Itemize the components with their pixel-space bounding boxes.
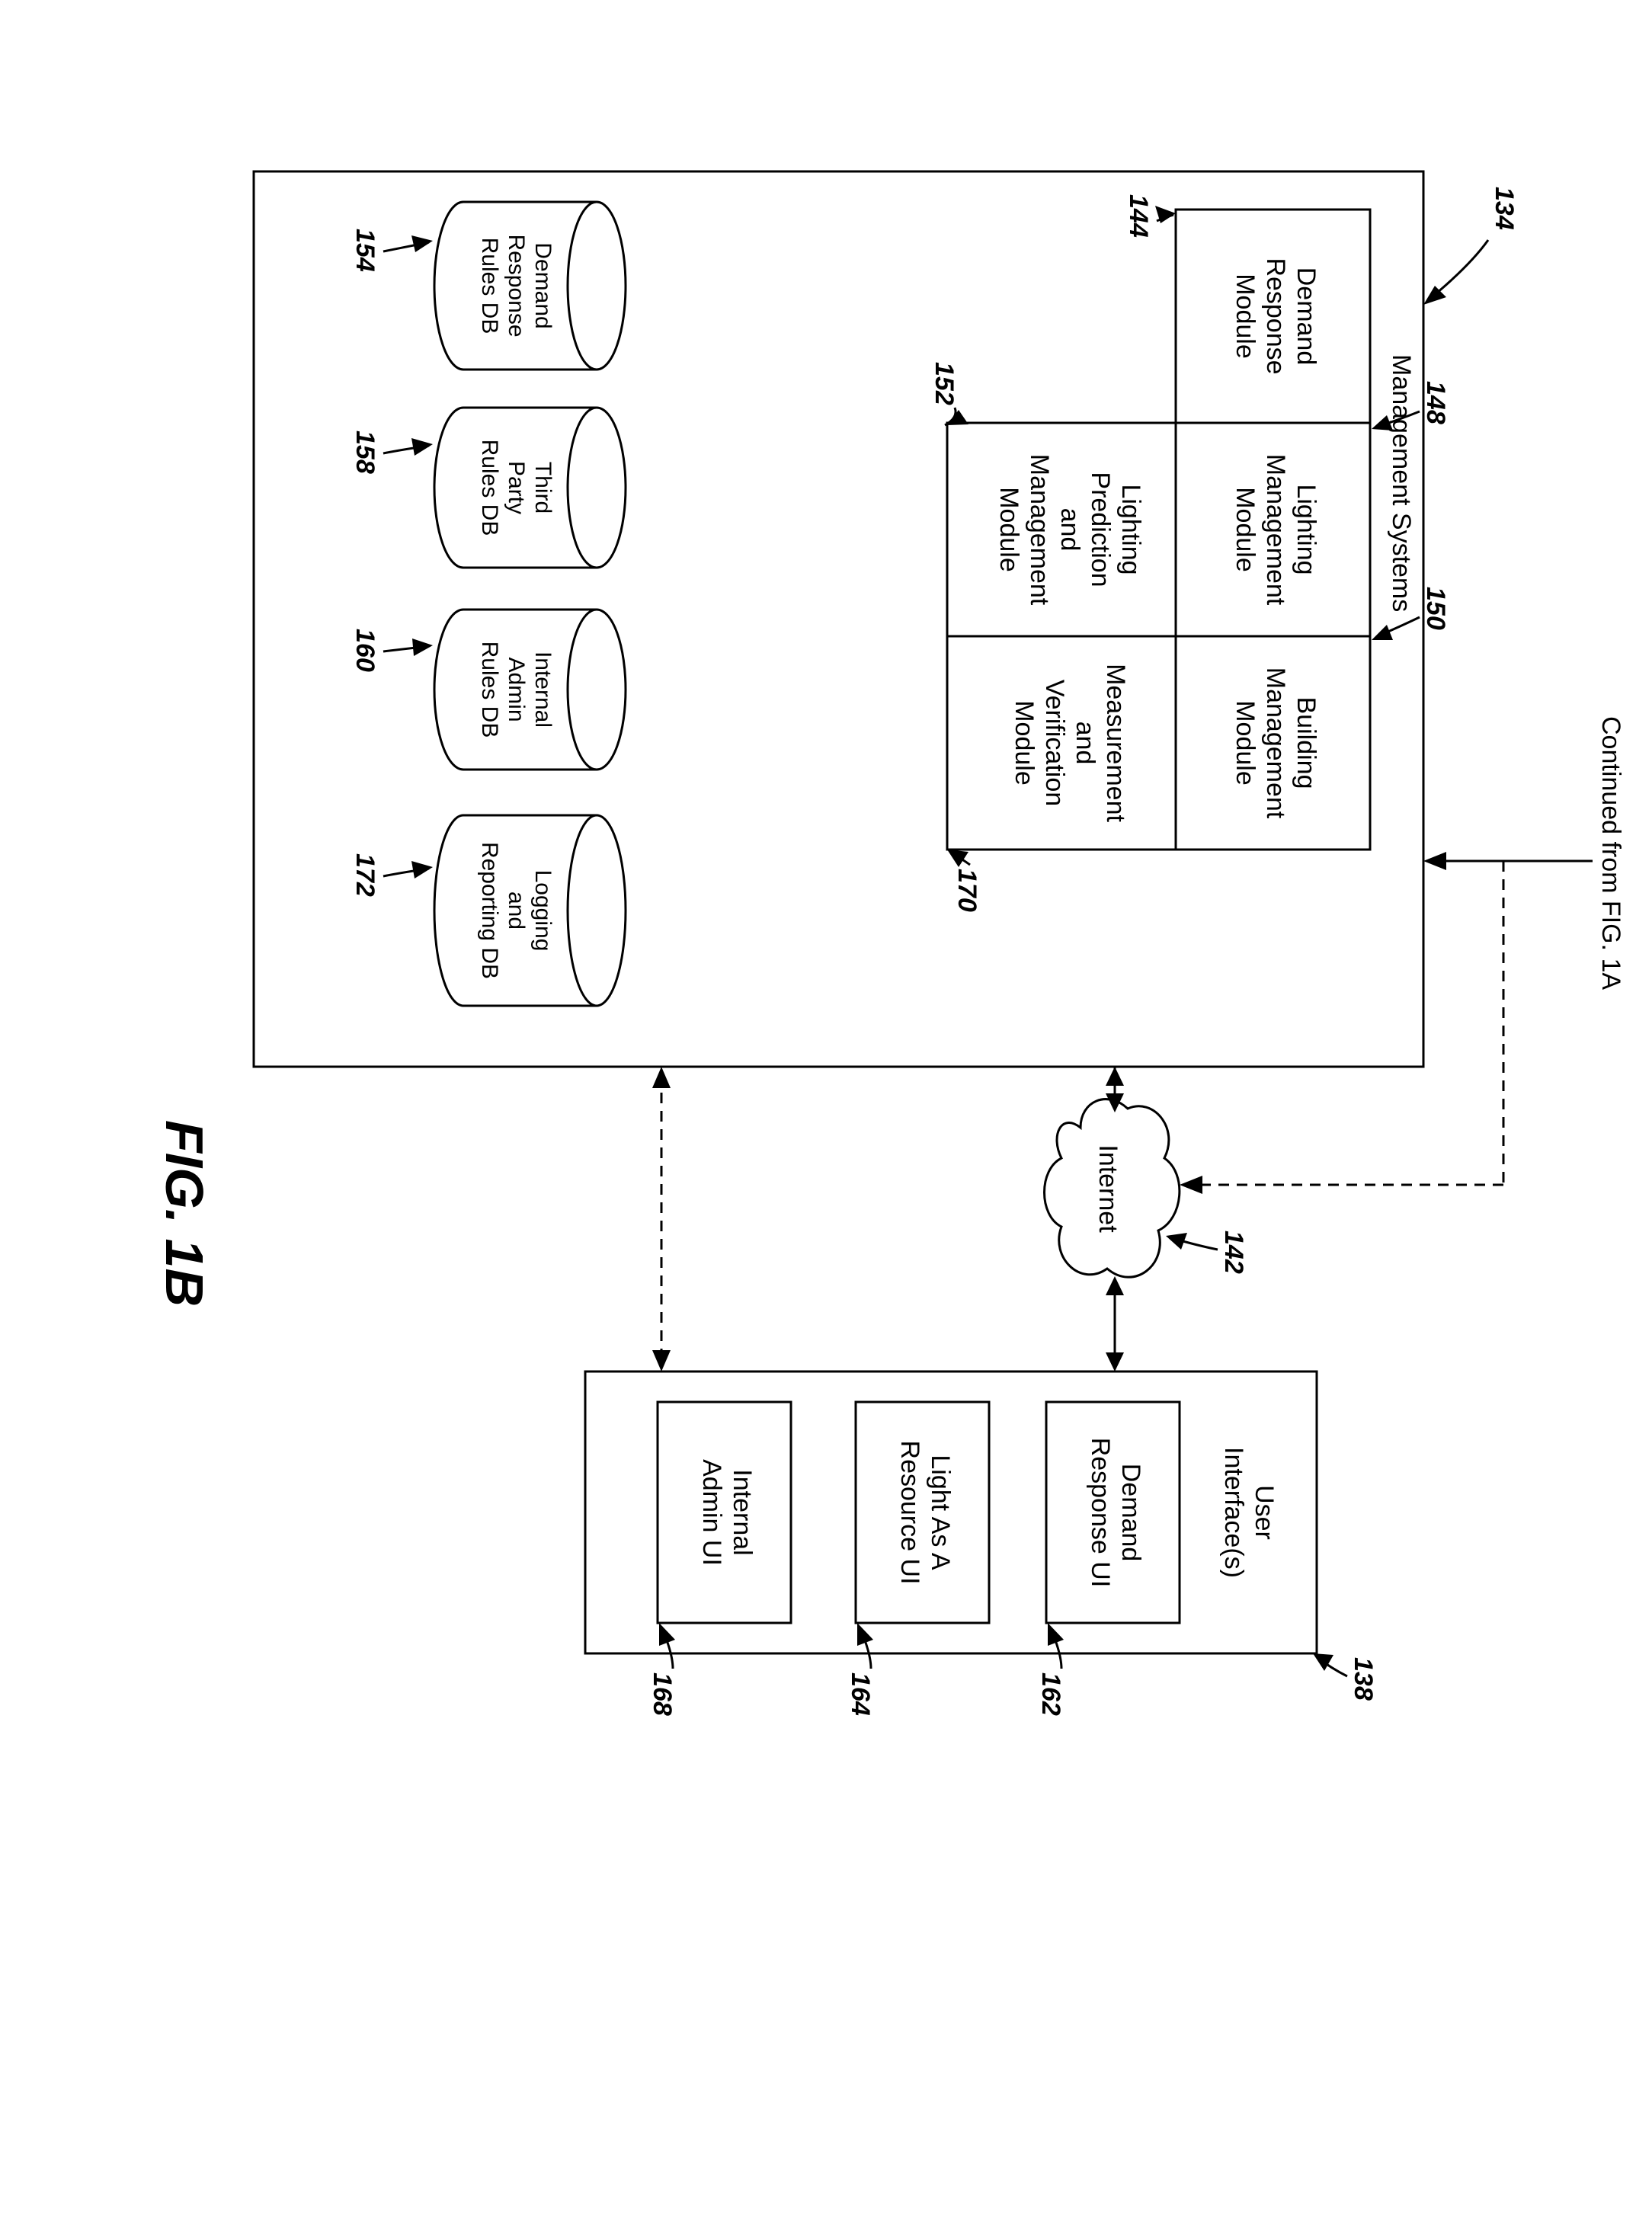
arrow-into-mgmt-head <box>1423 852 1446 870</box>
ref-170-arrow <box>947 850 968 867</box>
dr-ui-l1: Demand <box>1116 1464 1145 1562</box>
ref-172: 172 <box>351 853 379 897</box>
ref-160-arrow <box>412 639 433 656</box>
mgmt-ui-dash-arrow-l <box>652 1067 671 1088</box>
ref-142: 142 <box>1219 1231 1248 1274</box>
svg-text:Rules DB: Rules DB <box>477 238 502 334</box>
ref-138-arrow <box>1313 1653 1333 1671</box>
figure-title: FIG. 1B <box>155 1120 214 1307</box>
ref-142-arrow <box>1166 1233 1187 1250</box>
mgmt-ui-dash-arrow-r <box>652 1350 671 1371</box>
lighting-pred-l4: Management <box>1025 454 1054 606</box>
measurement-l3: Verification <box>1040 680 1069 806</box>
ref-164: 164 <box>846 1672 875 1716</box>
dash-to-internet-head <box>1180 1176 1202 1194</box>
ref-154: 154 <box>351 229 379 272</box>
lighting-pred-l2: Prediction <box>1086 472 1115 587</box>
lighting-mgmt-l1: Lighting <box>1292 484 1321 575</box>
ref-170: 170 <box>952 869 981 912</box>
continued-from-label: Continued from FIG. 1A <box>1596 716 1625 990</box>
svg-text:Third: Third <box>530 462 555 514</box>
ui-title-l2: Interface(s) <box>1219 1447 1248 1578</box>
svg-text:Admin: Admin <box>504 657 529 722</box>
third-party-db: Third Party Rules DB <box>434 408 626 568</box>
ref-172-arrow <box>411 861 433 879</box>
lighting-pred-l3: and <box>1055 508 1084 552</box>
building-mgmt-l3: Module <box>1231 700 1260 786</box>
ref-168-arrow <box>659 1623 675 1646</box>
lighting-pred-l5: Module <box>994 487 1023 572</box>
building-mgmt-l2: Management <box>1261 667 1290 819</box>
lighting-pred-l1: Lighting <box>1116 484 1145 575</box>
lighting-mgmt-l3: Module <box>1231 487 1260 572</box>
ref-144: 144 <box>1124 194 1153 238</box>
demand-response-module-l3: Module <box>1231 274 1260 359</box>
ref-158-arrow <box>411 438 433 456</box>
svg-text:Logging: Logging <box>530 870 555 952</box>
svg-text:Demand: Demand <box>530 242 555 328</box>
lr-ui-l2: Resource UI <box>895 1441 924 1585</box>
svg-text:Reporting DB: Reporting DB <box>477 842 502 979</box>
ref-152-arrow <box>947 410 968 425</box>
measurement-l1: Measurement <box>1101 664 1130 822</box>
ui-title-l1: User <box>1250 1485 1279 1540</box>
ref-164-arrow <box>857 1623 873 1646</box>
internet-label: Internet <box>1093 1144 1122 1233</box>
ref-152: 152 <box>930 362 959 405</box>
measurement-l4: Module <box>1010 700 1039 786</box>
demand-response-module-l1: Demand <box>1292 267 1321 366</box>
svg-text:Party: Party <box>504 461 529 514</box>
svg-text:Rules DB: Rules DB <box>477 440 502 536</box>
internal-admin-db: Internal Admin Rules DB <box>434 610 626 770</box>
ref-148: 148 <box>1421 381 1450 424</box>
ref-150-arrow <box>1372 625 1393 640</box>
ref-162: 162 <box>1036 1672 1065 1716</box>
measurement-l2: and <box>1071 722 1100 765</box>
ref-154-arrow <box>411 235 433 252</box>
svg-text:Internal: Internal <box>530 651 555 728</box>
lighting-mgmt-l2: Management <box>1261 454 1290 606</box>
ref-138: 138 <box>1349 1657 1378 1701</box>
internet-ui-arrow-l <box>1106 1276 1124 1295</box>
ref-162-arrow <box>1048 1623 1064 1646</box>
internet-ui-arrow-r <box>1106 1352 1124 1371</box>
svg-text:Rules DB: Rules DB <box>477 642 502 738</box>
ref-168: 168 <box>648 1672 677 1716</box>
ref-150: 150 <box>1421 587 1450 630</box>
ia-ui-l2: Admin UI <box>697 1459 726 1566</box>
mgmt-internet-arrow-l <box>1106 1067 1124 1086</box>
building-mgmt-l1: Building <box>1292 697 1321 789</box>
ref-160: 160 <box>351 629 379 672</box>
dr-ui-l2: Response UI <box>1086 1438 1115 1588</box>
svg-text:Response: Response <box>504 234 529 337</box>
internet-cloud: Internet <box>1045 1099 1180 1278</box>
management-systems-title: Management Systems <box>1387 354 1416 612</box>
ia-ui-l1: Internal <box>728 1469 757 1555</box>
svg-text:and: and <box>504 891 529 930</box>
demand-response-module-l2: Response <box>1261 258 1290 374</box>
logging-db: Logging and Reporting DB <box>434 815 626 1006</box>
demand-response-db: Demand Response Rules DB <box>434 202 626 370</box>
lr-ui-l1: Light As A <box>926 1455 955 1570</box>
ref-134: 134 <box>1490 187 1519 230</box>
ref-158: 158 <box>351 430 379 474</box>
